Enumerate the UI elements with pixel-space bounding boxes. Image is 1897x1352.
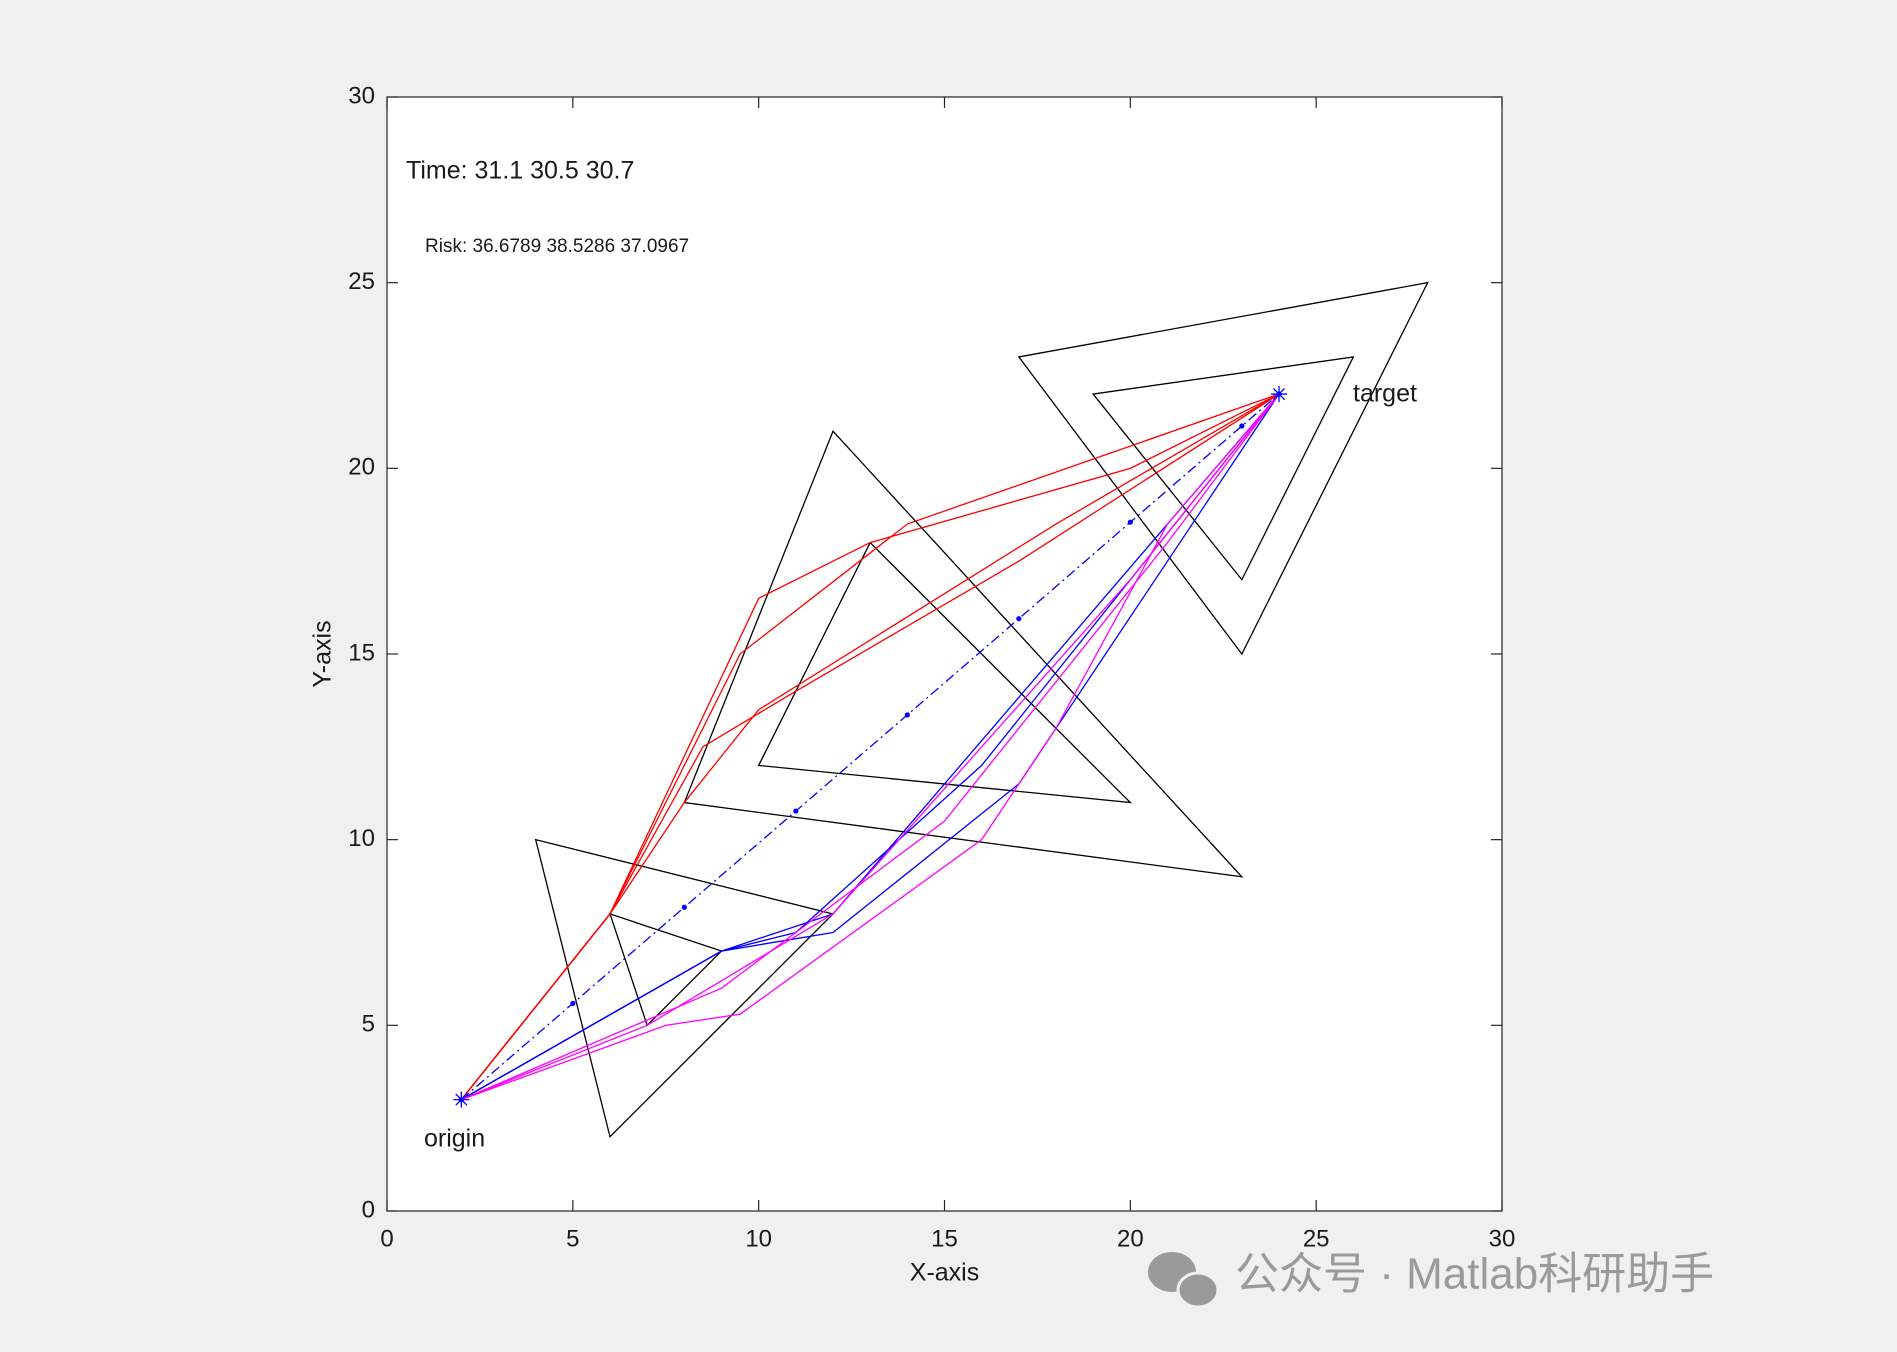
watermark: 公众号 · Matlab科研助手 [1235,1250,1714,1299]
obstacle [534,838,835,1139]
path-line [461,393,1280,1101]
annotation-origin: origin [424,1125,485,1153]
y-tick-label: 15 [348,639,375,666]
annotation-time: Time: 31.1 30.5 30.7 [406,157,634,185]
axes-background [387,97,1502,1211]
y-tick-label: 30 [348,82,375,109]
star-marker [1271,386,1287,403]
path-marker [1239,423,1245,429]
annotation-risk: Risk: 36.6789 38.5286 37.0967 [425,236,689,257]
x-tick-label: 30 [1489,1225,1516,1252]
x-axis-label: X-axis [910,1259,979,1287]
x-tick-label: 20 [1117,1225,1144,1252]
y-tick-label: 20 [348,454,375,481]
path-marker [570,1000,576,1007]
path-marker [904,712,910,718]
y-tick-label: 25 [348,268,375,295]
path-marker [681,904,687,910]
star-marker [453,1091,470,1108]
y-tick-label: 5 [362,1011,375,1038]
path-marker [1127,519,1133,525]
x-tick-label: 5 [566,1225,579,1252]
x-tick-label: 25 [1303,1225,1330,1252]
path-line [461,393,1280,1101]
obstacle [1091,356,1355,581]
watermark-icon [1148,1252,1220,1309]
obstacle [608,912,723,1027]
obstacle [1017,281,1429,656]
x-tick-label: 15 [931,1225,958,1252]
path-marker [793,808,799,814]
y-tick-label: 10 [348,825,375,852]
annotation-target: target [1353,380,1417,408]
y-axis-label: Y-axis [309,620,337,687]
path-line [460,393,1280,1101]
x-tick-label: 10 [745,1225,772,1252]
path-marker [1016,616,1022,622]
axes-box [386,96,1503,1212]
path-line [461,393,1280,1101]
path-line [461,393,1280,1101]
obstacle [683,429,1244,878]
x-tick-label: 0 [380,1225,393,1252]
y-tick-label: 0 [362,1196,375,1223]
